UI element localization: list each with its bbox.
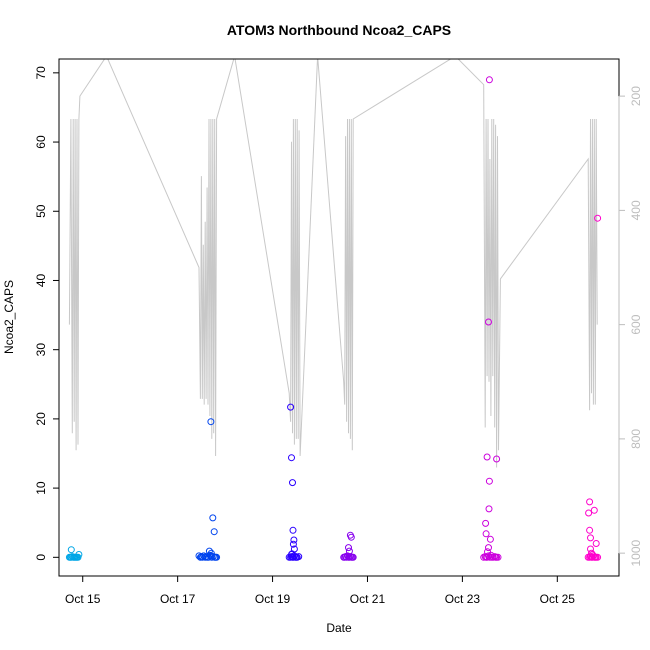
data-point bbox=[207, 549, 215, 557]
data-point bbox=[205, 547, 213, 555]
depth-line bbox=[68, 59, 598, 468]
data-point bbox=[485, 318, 492, 326]
y2-tick-label: 400 bbox=[629, 200, 643, 220]
y-tick-label: 70 bbox=[34, 66, 48, 80]
data-point bbox=[485, 477, 493, 485]
data-point bbox=[494, 553, 502, 561]
data-point bbox=[67, 546, 75, 554]
y-tick-label: 60 bbox=[34, 135, 48, 149]
x-axis: Oct 15 Oct 17 Oct 19 Oct 21 Oct 23 Oct 25 bbox=[65, 575, 576, 606]
data-point bbox=[594, 553, 602, 561]
data-point bbox=[585, 509, 593, 517]
chart-title: ATOM3 Northbound Ncoa2_CAPS bbox=[227, 22, 451, 38]
data-point bbox=[587, 534, 594, 542]
x-tick-label: Oct 21 bbox=[350, 592, 386, 606]
y-tick-label: 40 bbox=[34, 273, 48, 287]
data-point bbox=[347, 533, 355, 541]
data-point bbox=[483, 453, 491, 461]
data-point bbox=[207, 418, 215, 426]
y-axis-left: 0 10 20 30 40 50 60 70 bbox=[34, 66, 60, 561]
data-point bbox=[213, 553, 221, 561]
data-point bbox=[295, 553, 303, 561]
data-point bbox=[586, 498, 594, 506]
points-layer bbox=[65, 76, 602, 561]
data-point bbox=[484, 548, 491, 556]
data-point bbox=[588, 549, 595, 557]
y2-tick-label: 200 bbox=[629, 86, 643, 106]
data-point bbox=[486, 535, 494, 543]
y-axis-label: Ncoa2_CAPS bbox=[2, 280, 16, 354]
y2-tick-label: 600 bbox=[629, 314, 643, 334]
depth-series bbox=[68, 59, 598, 468]
data-point bbox=[289, 540, 297, 548]
x-axis-label: Date bbox=[326, 621, 352, 635]
y-tick-label: 0 bbox=[34, 554, 48, 561]
y-tick-label: 50 bbox=[34, 204, 48, 218]
data-point bbox=[485, 505, 493, 513]
data-point bbox=[588, 551, 596, 558]
data-point bbox=[592, 540, 600, 547]
y2-tick-label: 800 bbox=[629, 429, 643, 449]
data-point bbox=[288, 551, 295, 558]
data-point bbox=[586, 526, 594, 534]
data-point bbox=[288, 454, 295, 462]
x-tick-label: Oct 23 bbox=[445, 592, 481, 606]
data-point bbox=[345, 547, 353, 555]
data-point bbox=[594, 214, 602, 222]
data-point bbox=[289, 526, 297, 534]
data-point bbox=[209, 514, 217, 522]
data-point bbox=[210, 528, 218, 536]
data-point bbox=[290, 536, 298, 544]
data-point bbox=[493, 455, 501, 463]
data-point bbox=[345, 544, 352, 552]
data-point bbox=[485, 76, 493, 84]
data-point bbox=[75, 551, 83, 558]
data-point bbox=[590, 506, 598, 514]
y-axis-right: 200 400 600 800 1000 bbox=[618, 86, 643, 567]
x-tick-label: Oct 15 bbox=[65, 592, 101, 606]
x-tick-label: Oct 25 bbox=[540, 592, 576, 606]
y-tick-label: 30 bbox=[34, 343, 48, 357]
data-point bbox=[287, 403, 295, 411]
data-point bbox=[349, 553, 357, 561]
y-tick-label: 10 bbox=[34, 481, 48, 495]
y-tick-label: 20 bbox=[34, 412, 48, 426]
data-point bbox=[289, 479, 296, 487]
data-point bbox=[485, 544, 492, 552]
data-point bbox=[482, 519, 490, 527]
y2-tick-label: 1000 bbox=[629, 539, 643, 566]
data-point bbox=[588, 553, 596, 561]
x-tick-label: Oct 19 bbox=[255, 592, 291, 606]
x-tick-label: Oct 17 bbox=[160, 592, 196, 606]
data-point bbox=[482, 530, 490, 538]
